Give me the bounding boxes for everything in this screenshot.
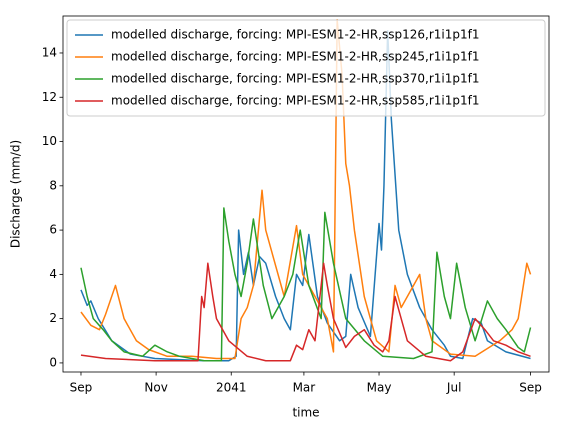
y-tick-label: 12 — [42, 90, 57, 104]
y-tick-label: 0 — [49, 355, 57, 369]
legend-label: modelled discharge, forcing: MPI-ESM1-2-… — [111, 50, 479, 64]
legend-label: modelled discharge, forcing: MPI-ESM1-2-… — [111, 94, 479, 108]
legend-label: modelled discharge, forcing: MPI-ESM1-2-… — [111, 28, 479, 42]
x-tick-label: Nov — [144, 381, 167, 395]
x-tick-label: Jul — [446, 381, 461, 395]
x-axis-label: time — [292, 406, 319, 420]
legend-label: modelled discharge, forcing: MPI-ESM1-2-… — [111, 72, 479, 86]
y-tick-label: 6 — [49, 223, 57, 237]
plot-frame — [62, 15, 550, 373]
y-tick-label: 10 — [42, 134, 57, 148]
y-tick-label: 4 — [49, 267, 57, 281]
y-tick-label: 14 — [42, 45, 57, 59]
x-tick-label: 2041 — [216, 381, 247, 395]
x-tick-label: Mar — [293, 381, 316, 395]
series-line — [80, 207, 532, 362]
legend: modelled discharge, forcing: MPI-ESM1-2-… — [66, 19, 546, 117]
y-axis-label: Discharge (mm/d) — [9, 140, 23, 248]
legend-box — [66, 19, 546, 117]
series-line — [80, 19, 532, 360]
y-tick-label: 2 — [49, 311, 57, 325]
x-tick-label: Sep — [519, 381, 542, 395]
y-tick-label: 8 — [49, 178, 57, 192]
x-tick-label: Sep — [70, 381, 93, 395]
x-tick-label: May — [367, 381, 392, 395]
series-line — [80, 262, 531, 362]
